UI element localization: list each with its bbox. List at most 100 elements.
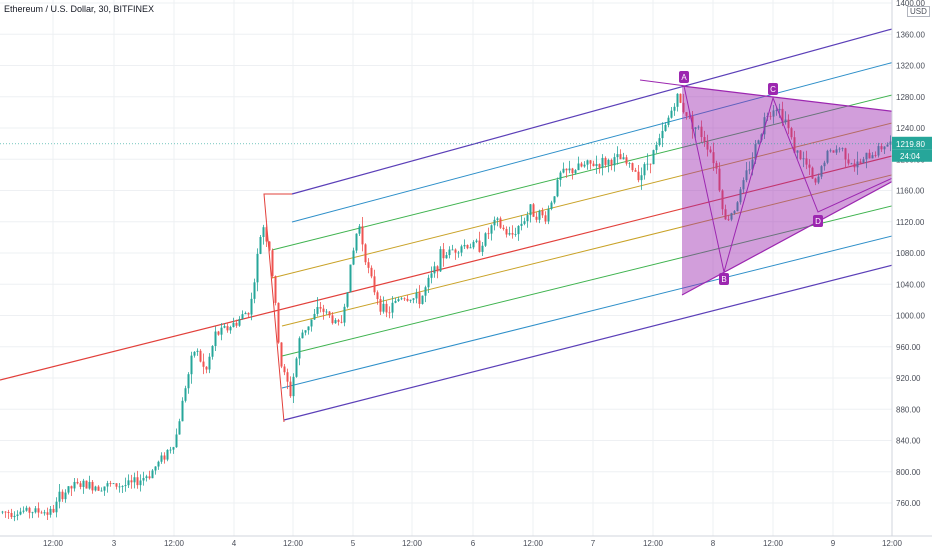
candle-body (76, 481, 79, 484)
candle-body (706, 141, 709, 150)
candle-body (367, 262, 370, 268)
time-tick-label: 12:00 (882, 539, 903, 548)
candle-body (658, 138, 661, 145)
time-tick-label: 12:00 (523, 539, 544, 548)
candle-body (73, 481, 76, 489)
drawing-layer (0, 17, 932, 423)
candle-body (688, 115, 691, 117)
candle-body (538, 210, 541, 220)
candle-body (253, 282, 256, 299)
fib-channel-line (291, 17, 932, 195)
candle-body (247, 312, 250, 315)
candle-body (475, 240, 478, 242)
candle-body (454, 249, 457, 253)
candle-body (586, 160, 589, 165)
candle-body (643, 164, 646, 176)
candle-body (340, 321, 343, 323)
candle-body (529, 204, 532, 216)
candle-body (889, 141, 892, 145)
price-tick-label: 1080.00 (896, 249, 925, 258)
candle-body (781, 108, 784, 123)
candle-body (178, 421, 181, 435)
candle-body (886, 144, 889, 147)
candle-body (382, 303, 385, 312)
candle-body (505, 229, 508, 235)
candle-body (742, 180, 745, 190)
candle-body (472, 241, 475, 248)
candle-body (511, 233, 514, 235)
candle-body (307, 326, 310, 331)
candle-body (448, 249, 451, 256)
candle-body (208, 356, 211, 370)
candle-body (775, 110, 778, 112)
candle-body (499, 218, 502, 228)
candle-body (376, 292, 379, 300)
candle-body (835, 149, 838, 153)
candle-body (709, 149, 712, 153)
candle-body (226, 326, 229, 331)
candle-body (241, 314, 244, 319)
candle-body (508, 233, 511, 235)
candle-body (808, 164, 811, 168)
candle-body (484, 233, 487, 246)
candle-body (460, 246, 463, 253)
price-tick-label: 880.00 (896, 405, 921, 414)
candle-body (661, 130, 664, 139)
fib-channel-line (281, 195, 932, 357)
time-tick-label: 3 (112, 539, 117, 548)
price-tick-label: 840.00 (896, 437, 921, 446)
candle-body (268, 241, 271, 251)
candle-body (685, 112, 688, 116)
candle-body (289, 381, 292, 397)
candle-body (829, 150, 832, 152)
candle-body (601, 157, 604, 168)
candle-body (19, 511, 22, 515)
candle-body (826, 150, 829, 163)
candle-body (763, 117, 766, 135)
time-tick-label: 7 (591, 539, 596, 548)
candle-body (577, 163, 580, 171)
candle-body (385, 303, 388, 313)
candle-body (571, 168, 574, 174)
candle-body (196, 350, 199, 352)
time-tick-label: 12:00 (164, 539, 185, 548)
candle-body (757, 140, 760, 145)
candle-body (802, 158, 805, 160)
candle-body (628, 163, 631, 164)
candle-body (412, 298, 415, 300)
candle-body (445, 255, 448, 259)
candle-body (4, 511, 7, 513)
candle-body (121, 486, 124, 487)
candle-body (871, 155, 874, 159)
candle-body (46, 512, 49, 515)
candle-body (421, 295, 424, 304)
currency-unit[interactable]: USD (907, 6, 930, 17)
candle-body (700, 126, 703, 138)
candle-body (655, 144, 658, 151)
candle-body (589, 160, 592, 164)
candle-body (619, 154, 622, 160)
candle-body (598, 164, 601, 168)
candle-body (805, 158, 808, 165)
candle-body (310, 319, 313, 327)
candle-body (292, 376, 295, 397)
candle-body (604, 157, 607, 165)
candle-body (613, 157, 616, 166)
triangle-lower-edge (681, 159, 932, 296)
candle-body (130, 480, 133, 483)
candle-body (274, 276, 277, 303)
candle-body (106, 483, 109, 487)
candle-body (517, 225, 520, 235)
candle-body (334, 320, 337, 324)
candle-body (313, 313, 316, 320)
candle-body (469, 247, 472, 249)
candle-body (187, 374, 190, 389)
candle-body (109, 483, 112, 484)
candle-body (541, 210, 544, 216)
candle-body (31, 512, 34, 514)
candle-body (232, 322, 235, 328)
candle-body (388, 312, 391, 314)
candle-body (265, 227, 268, 242)
candle-body (124, 485, 127, 487)
